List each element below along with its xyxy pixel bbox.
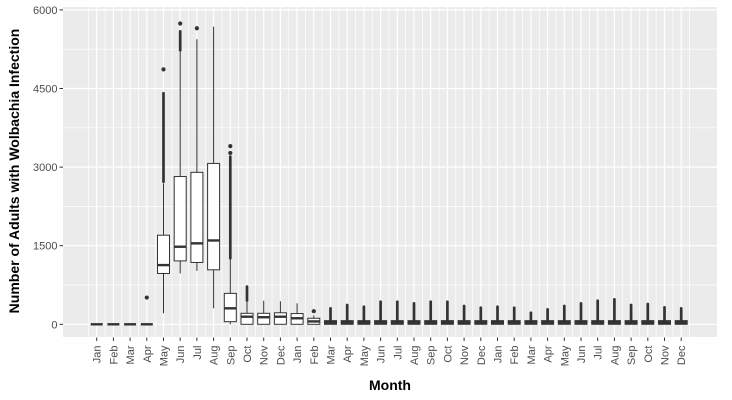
y-tick-label: 1500 — [33, 241, 57, 253]
x-tick-label: Nov — [259, 345, 271, 365]
y-tick-label: 4500 — [33, 84, 57, 96]
x-tick-label: Jun — [175, 346, 187, 364]
x-tick-label: Feb — [509, 346, 521, 365]
x-tick-label: Apr — [543, 345, 555, 362]
box — [273, 312, 287, 325]
x-tick-label: Jan — [292, 346, 304, 364]
y-tick-label: 6000 — [33, 5, 57, 17]
x-tick-label: Aug — [409, 346, 421, 366]
x-tick-label: Sep — [225, 346, 237, 366]
y-tick-label: 3000 — [33, 162, 57, 174]
box — [207, 162, 221, 271]
x-tick-label: Apr — [142, 345, 154, 362]
x-tick-label: Jan — [92, 346, 104, 364]
outlier-dot — [194, 26, 199, 31]
x-tick-label: Dec — [476, 345, 488, 365]
x-tick-label: Jan — [493, 346, 505, 364]
x-axis-title: Month — [369, 377, 411, 393]
outlier-dot — [161, 67, 166, 72]
x-tick-label: May — [359, 345, 371, 366]
box — [240, 312, 254, 325]
x-tick-label: Oct — [242, 346, 254, 363]
box — [190, 171, 204, 263]
x-tick-label: Aug — [609, 346, 621, 366]
panel-background — [63, 7, 717, 337]
x-tick-label: Oct — [643, 346, 655, 363]
x-tick-label: Sep — [426, 346, 438, 366]
outlier-dot — [311, 309, 316, 314]
x-tick-label: Nov — [660, 345, 672, 365]
x-tick-label: Sep — [626, 346, 638, 366]
box — [173, 176, 187, 262]
x-tick-label: Feb — [309, 346, 321, 365]
x-tick-label: Mar — [326, 345, 338, 364]
x-tick-label: May — [159, 345, 171, 366]
x-tick-label: Nov — [459, 345, 471, 365]
x-tick-label: Jun — [576, 346, 588, 364]
x-tick-label: Jul — [593, 346, 605, 360]
x-tick-label: Oct — [442, 346, 454, 363]
outlier-dot — [144, 295, 149, 300]
box — [157, 234, 170, 274]
y-tick-label: 0 — [51, 319, 57, 331]
outlier-dot — [178, 21, 183, 26]
box — [257, 312, 271, 325]
x-tick-label: Jul — [392, 346, 404, 360]
x-tick-label: Apr — [342, 345, 354, 362]
x-tick-label: Jun — [376, 346, 388, 364]
x-tick-label: Mar — [526, 345, 538, 364]
x-tick-label: Feb — [108, 346, 120, 365]
outlier-dot — [228, 144, 233, 149]
x-tick-label: Jul — [192, 346, 204, 360]
x-tick-label: Dec — [676, 345, 688, 365]
x-tick-label: Aug — [209, 346, 221, 366]
x-tick-label: Dec — [275, 345, 287, 365]
x-tick-label: May — [559, 345, 571, 366]
y-axis-title: Number of Adults with Wolbachia Infectio… — [6, 28, 22, 314]
outlier-dot — [228, 150, 233, 156]
x-tick-label: Mar — [125, 345, 137, 364]
